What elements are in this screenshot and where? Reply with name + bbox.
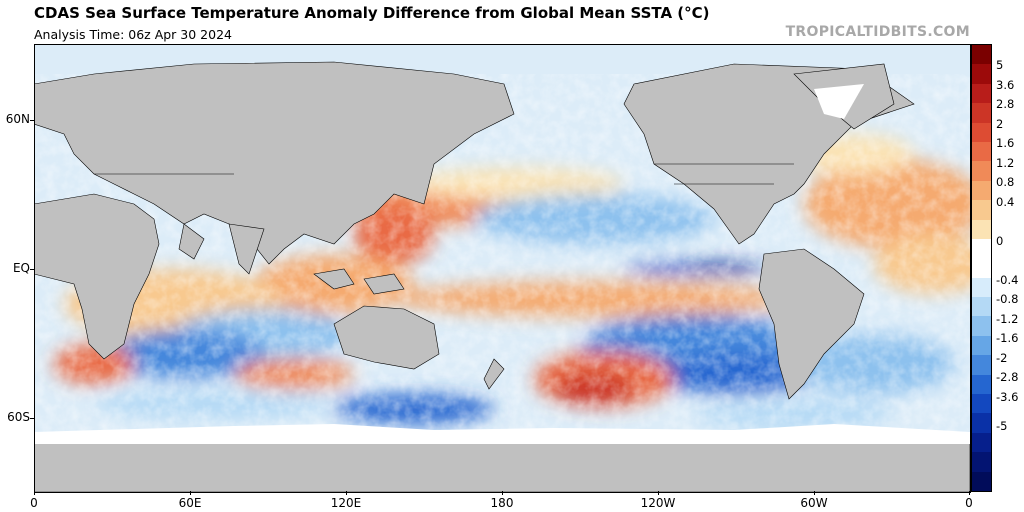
- colorbar-label: 0.4: [996, 194, 1015, 209]
- lon-tick: [814, 491, 815, 495]
- colorbar-swatch: [972, 277, 991, 298]
- colorbar-label: -0.8: [996, 292, 1019, 307]
- colorbar-label: -1.6: [996, 331, 1019, 346]
- colorbar-swatch: [972, 238, 991, 259]
- lat-tick: [30, 120, 34, 121]
- colorbar-swatch: [972, 103, 991, 123]
- colorbar-label: 3.6: [996, 77, 1015, 92]
- colorbar-label: -0.4: [996, 272, 1019, 287]
- colorbar-swatch: [972, 219, 991, 239]
- lon-tick: [34, 491, 35, 495]
- colorbar-swatch: [972, 45, 991, 65]
- colorbar-label: 0: [996, 233, 1004, 248]
- lon-label-60e: 60E: [178, 496, 202, 510]
- lon-label-0: 0: [30, 496, 38, 510]
- chart-title: CDAS Sea Surface Temperature Anomaly Dif…: [34, 4, 710, 22]
- lon-tick: [658, 491, 659, 495]
- colorbar-label: 2: [996, 116, 1004, 131]
- lat-label-60n: 60N: [5, 112, 30, 126]
- colorbar-swatch: [972, 471, 991, 491]
- colorbar-label: -2: [996, 350, 1008, 365]
- colorbar-label: 1.6: [996, 136, 1015, 151]
- colorbar-swatch: [972, 200, 991, 220]
- colorbar-label: 0.8: [996, 175, 1015, 190]
- colorbar-swatch: [972, 374, 991, 395]
- colorbar-swatch: [972, 413, 991, 433]
- colorbar-label: -5: [996, 418, 1008, 433]
- lon-label-60w: 60W: [800, 496, 828, 510]
- colorbar-swatch: [972, 452, 991, 472]
- colorbar-swatch: [972, 161, 991, 181]
- lat-label-eq: EQ: [12, 261, 30, 275]
- land-mask: [34, 61, 970, 492]
- colorbar-swatch: [972, 122, 991, 142]
- boundaries: [94, 163, 794, 185]
- colorbar-swatch: [972, 141, 991, 162]
- colorbar-label: 5: [996, 58, 1004, 73]
- lat-tick: [30, 418, 34, 419]
- colorbar-swatch: [972, 432, 991, 453]
- colorbar-label: -2.8: [996, 370, 1019, 385]
- lon-label-120e: 120E: [330, 496, 362, 510]
- lon-tick: [346, 491, 347, 495]
- colorbar-swatch: [972, 258, 991, 278]
- colorbar-label: 2.8: [996, 97, 1015, 112]
- colorbar-swatch: [972, 64, 991, 84]
- brand-watermark: TROPICALTIDBITS.COM: [785, 24, 970, 40]
- lat-label-60s: 60S: [7, 410, 30, 424]
- colorbar-swatch: [972, 394, 991, 414]
- lon-tick: [190, 491, 191, 495]
- lon-label-0-east: 0: [965, 496, 973, 510]
- colorbar-swatch: [972, 355, 991, 375]
- colorbar-swatch: [972, 297, 991, 317]
- colorbar-label: 1.2: [996, 155, 1015, 170]
- lon-label-180: 180: [490, 496, 514, 510]
- analysis-time: Analysis Time: 06z Apr 30 2024: [34, 27, 232, 42]
- sst-anomaly-map: [34, 44, 970, 492]
- lat-tick: [30, 269, 34, 270]
- sea-ice: [34, 84, 970, 444]
- colorbar-swatch: [972, 316, 991, 336]
- colorbar-label: -3.6: [996, 389, 1019, 404]
- colorbar-label: -1.2: [996, 311, 1019, 326]
- colorbar-swatch: [972, 180, 991, 201]
- colorbar-swatch: [972, 335, 991, 356]
- lon-label-120w: 120W: [640, 496, 676, 510]
- map-svg: [34, 44, 970, 492]
- colorbar-swatch: [972, 83, 991, 104]
- lon-tick: [502, 491, 503, 495]
- lon-tick: [969, 491, 970, 495]
- colorbar: [971, 44, 992, 492]
